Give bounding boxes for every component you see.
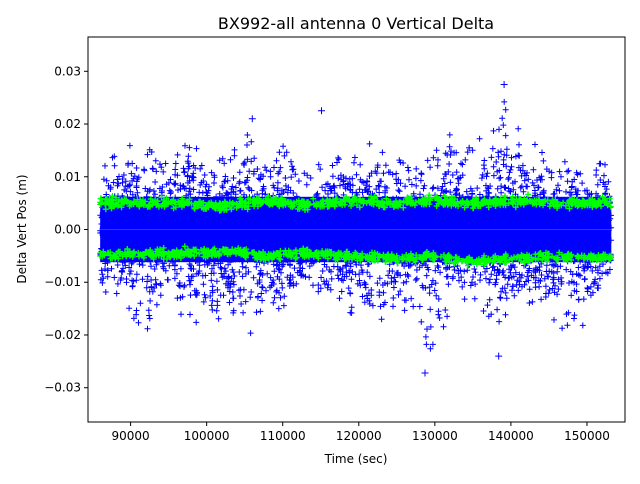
plot-area <box>97 81 615 377</box>
x-tick-label-0: 90000 <box>112 429 150 443</box>
x-tick-label-1: 100000 <box>184 429 230 443</box>
y-tick-label-6: 0.03 <box>54 64 81 78</box>
series-blue-outlier-2 <box>421 369 429 377</box>
series-blue-outlier-0 <box>500 81 508 88</box>
y-tick-label-3: 0.00 <box>54 223 81 237</box>
x-tick-label-4: 130000 <box>412 429 458 443</box>
y-tick-label-2: −0.01 <box>44 275 81 289</box>
y-tick-label-4: 0.01 <box>54 170 81 184</box>
y-axis: −0.03 −0.02 −0.01 0.00 0.01 0.02 0.03 <box>44 64 88 395</box>
y-tick-label-5: 0.02 <box>54 117 81 131</box>
y-axis-label: Delta Vert Pos (m) <box>15 174 29 283</box>
y-tick-label-0: −0.03 <box>44 381 81 395</box>
series-green-markers <box>97 191 615 269</box>
x-tick-label-3: 120000 <box>336 429 382 443</box>
x-tick-label-6: 150000 <box>564 429 610 443</box>
series-blue-outlier-3 <box>318 107 325 115</box>
series-blue-outlier-4 <box>248 115 256 123</box>
y-tick-label-1: −0.02 <box>44 328 81 342</box>
series-green-points <box>97 191 615 269</box>
x-axis: 90000 100000 110000 120000 130000 140000 15000… <box>112 422 610 443</box>
x-axis-label: Time (sec) <box>324 452 388 466</box>
x-tick-label-2: 110000 <box>260 429 306 443</box>
chart-title: BX992-all antenna 0 Vertical Delta <box>218 14 494 33</box>
x-tick-label-5: 140000 <box>488 429 534 443</box>
series-blue-outlier-1 <box>495 352 503 360</box>
